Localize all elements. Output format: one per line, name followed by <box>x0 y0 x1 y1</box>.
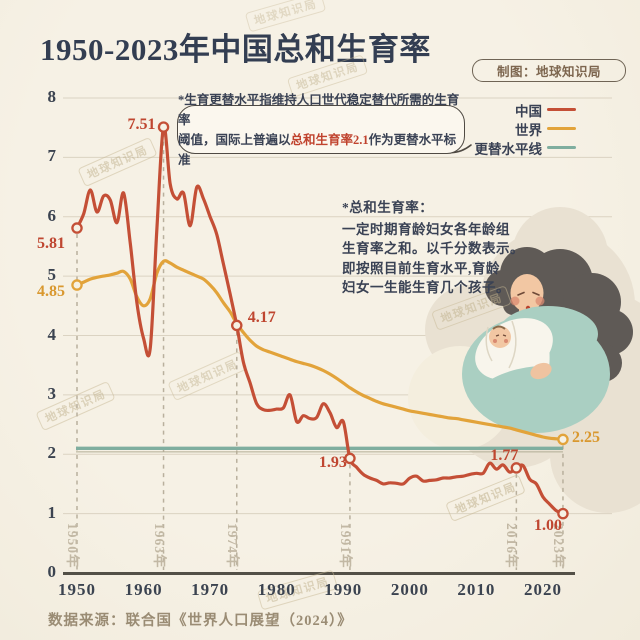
china-line <box>75 125 565 516</box>
y-axis-label: 2 <box>47 443 57 463</box>
data-point-label: 4.85 <box>37 283 65 301</box>
year-guide-label: 1991年 <box>337 523 353 569</box>
callout-highlight: 总和生育率2.1 <box>290 132 369 147</box>
data-point-label: 7.51 <box>127 116 156 134</box>
data-marker <box>557 433 569 446</box>
x-axis-label: 2000 <box>390 580 429 599</box>
y-axis-label: 3 <box>47 383 57 403</box>
credit-badge: 制图：地球知识局 <box>472 59 626 82</box>
callout-line1: *生育更替水平指维持人口世代稳定替代所需的生育率 <box>178 92 460 127</box>
data-source: 数据来源：联合国《世界人口展望（2024）》 <box>48 613 353 629</box>
tfr-definition-note: *总和生育率： 一定时期育龄妇女各年龄组 生育率之和。以千分数表示。 即按照目前… <box>342 198 537 298</box>
y-axis-label: 8 <box>47 87 57 106</box>
world-line <box>75 259 565 441</box>
data-point-label: 5.81 <box>37 235 65 253</box>
y-axis-label: 4 <box>47 324 57 344</box>
replacement-level-callout: *生育更替水平指维持人口世代稳定替代所需的生育率 阈值，国际上普遍以总和生育率2… <box>177 93 465 167</box>
data-marker <box>157 121 170 133</box>
x-axis-label: 2010 <box>457 580 496 599</box>
data-point-label: 2.25 <box>571 429 600 447</box>
data-point-label: 1.77 <box>490 446 519 464</box>
y-axis-label: 7 <box>47 146 57 166</box>
replacement-line-swatch <box>547 145 576 150</box>
legend: 中国 世界 更替水平线 <box>468 100 576 157</box>
note-line: 妇女一生能生育几个孩子。 <box>342 280 510 295</box>
data-marker <box>344 452 356 465</box>
data-point-label: 1.00 <box>533 516 562 534</box>
note-line: 即按照目前生育水平,育龄 <box>342 260 500 276</box>
year-guide-label: 2016年 <box>504 523 520 569</box>
y-axis-label: 6 <box>47 205 57 225</box>
callout-line2: 阈值，国际上普遍以总和生育率2.1作为更替水平标准 <box>178 132 457 167</box>
legend-item-china: 中国 <box>468 100 576 119</box>
data-marker <box>510 462 523 474</box>
x-axis-label: 1990 <box>324 580 363 599</box>
y-axis-label: 1 <box>47 502 57 522</box>
data-point-label: 1.93 <box>318 454 347 472</box>
data-point-label: 4.17 <box>247 309 276 327</box>
y-axis-label: 5 <box>47 265 57 285</box>
data-marker <box>557 507 569 520</box>
note-heading: *总和生育率： <box>342 200 434 215</box>
legend-item-world: 世界 <box>468 119 576 138</box>
mother-hand <box>530 362 552 380</box>
year-guide-label: 1963年 <box>151 523 167 569</box>
year-guide-label: 1950年 <box>65 523 80 569</box>
data-marker <box>71 222 83 234</box>
note-line: 生育率之和。以千分数表示。 <box>342 241 524 256</box>
china-line-swatch <box>547 107 576 112</box>
page-title: 1950-2023年中国总和生育率 <box>40 32 431 67</box>
world-line-swatch <box>547 126 576 131</box>
x-axis-label: 1970 <box>191 580 230 599</box>
note-line: 一定时期育龄妇女各年龄组 <box>342 221 510 237</box>
legend-item-replacement: 更替水平线 <box>468 138 576 157</box>
year-guide-label: 1974年 <box>224 523 240 569</box>
data-marker <box>231 319 243 332</box>
data-marker <box>71 279 83 291</box>
x-axis-label: 1960 <box>124 580 163 599</box>
x-axis-label: 1980 <box>257 580 296 599</box>
x-axis-label: 1950 <box>58 580 96 599</box>
x-axis-label: 2020 <box>523 580 562 599</box>
y-axis-label: 0 <box>47 562 57 581</box>
mother-face <box>510 274 545 318</box>
